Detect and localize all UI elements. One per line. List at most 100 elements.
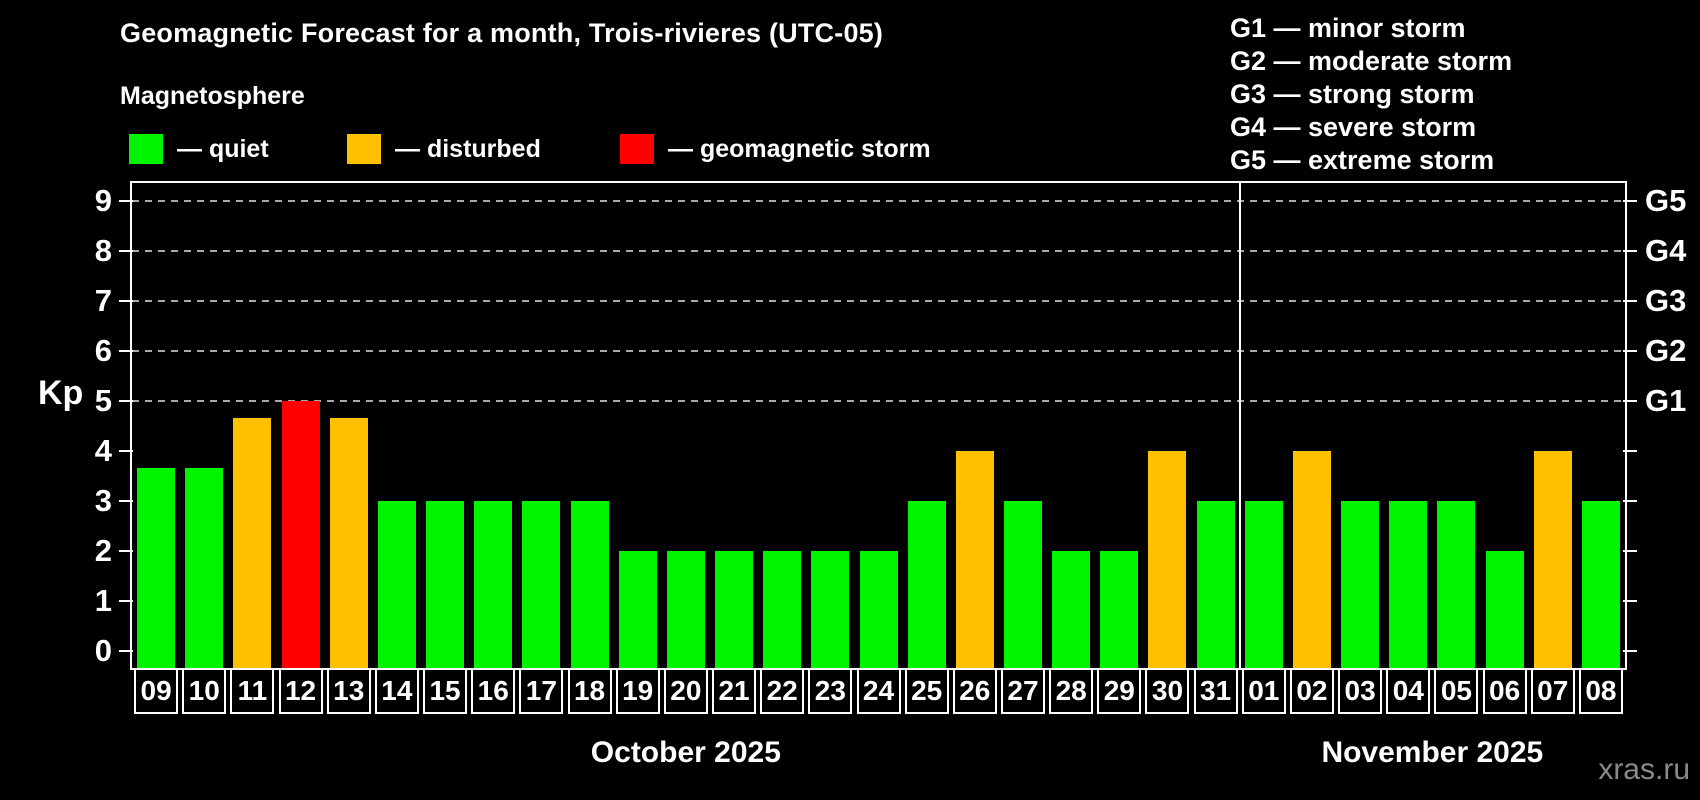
- kp-bar-day-03: [1341, 501, 1380, 668]
- g-scale-label-g5: G5: [1645, 183, 1687, 218]
- kp-bar-day-02: [1292, 451, 1331, 668]
- day-label-box: 21: [712, 668, 757, 714]
- kp-bar-day-26: [955, 451, 994, 668]
- kp-bar-day-09: [137, 467, 176, 668]
- day-label-box: 08: [1578, 668, 1623, 714]
- legend-item-disturbed: — disturbed: [347, 133, 541, 165]
- y-tick-left: [119, 500, 133, 502]
- kp-bar-day-23: [811, 551, 850, 668]
- kp-bar-day-11: [233, 417, 272, 668]
- chart-title: Geomagnetic Forecast for a month, Trois-…: [120, 18, 884, 48]
- kp-bar-day-07: [1533, 451, 1572, 668]
- storm-scale-line-g5: G5 — extreme storm: [1230, 145, 1495, 175]
- day-label-box: 17: [519, 668, 564, 714]
- y-tick-left: [119, 550, 133, 552]
- kp-bar-day-10: [185, 467, 224, 668]
- day-label-box: 02: [1289, 668, 1334, 714]
- kp-bar-day-30: [1148, 451, 1187, 668]
- y-tick-left: [119, 600, 133, 602]
- gridline-kp9: [132, 200, 1625, 202]
- y-tick-right: [1623, 200, 1637, 202]
- day-label-box: 03: [1338, 668, 1383, 714]
- day-label-box: 15: [423, 668, 468, 714]
- y-tick-label: 0: [94, 633, 112, 668]
- day-label-box: 12: [278, 668, 323, 714]
- quiet-swatch-icon: [129, 134, 163, 164]
- y-tick-right: [1623, 450, 1637, 452]
- day-label-box: 06: [1482, 668, 1527, 714]
- gridline-kp7: [132, 300, 1625, 302]
- day-label-box: 16: [471, 668, 516, 714]
- day-label-box: 30: [1145, 668, 1190, 714]
- day-label-box: 01: [1241, 668, 1286, 714]
- y-tick-left: [119, 650, 133, 652]
- kp-bar-day-16: [474, 501, 513, 668]
- y-tick-label: 3: [94, 483, 112, 518]
- day-label-box: 18: [567, 668, 612, 714]
- storm-scale-line-g2: G2 — moderate storm: [1230, 46, 1513, 76]
- day-label-box: 10: [182, 668, 227, 714]
- kp-bar-day-06: [1485, 551, 1524, 668]
- kp-bar-day-21: [715, 551, 754, 668]
- kp-bar-day-17: [522, 501, 561, 668]
- y-tick-right: [1623, 600, 1637, 602]
- kp-bar-day-20: [666, 551, 705, 668]
- y-tick-left: [119, 350, 133, 352]
- y-tick-left: [119, 200, 133, 202]
- g-scale-label-g3: G3: [1645, 283, 1687, 318]
- gridline-kp8: [132, 250, 1625, 252]
- y-tick-right: [1623, 250, 1637, 252]
- kp-bar-day-27: [1003, 501, 1042, 668]
- kp-bar-day-18: [570, 501, 609, 668]
- day-label-box: 13: [326, 668, 371, 714]
- day-label-box: 05: [1434, 668, 1479, 714]
- y-tick-right: [1623, 300, 1637, 302]
- kp-bar-day-24: [859, 551, 898, 668]
- kp-bar-day-19: [618, 551, 657, 668]
- y-tick-left: [119, 450, 133, 452]
- day-label-box: 04: [1386, 668, 1431, 714]
- y-tick-right: [1623, 400, 1637, 402]
- month-label: October 2025: [590, 736, 781, 769]
- day-label-box: 11: [230, 668, 275, 714]
- day-label-box: 09: [134, 668, 179, 714]
- storm-scale-legend: G1 — minor storm G2 — moderate storm G3 — …: [1230, 12, 1512, 177]
- kp-bar-day-12: [281, 401, 320, 668]
- day-label-box: 27: [1000, 668, 1045, 714]
- storm-scale-line-g4: G4 — severe storm: [1230, 112, 1477, 142]
- y-tick-label: 8: [94, 233, 112, 268]
- day-label-box: 22: [760, 668, 805, 714]
- day-label-box: 07: [1530, 668, 1575, 714]
- day-label-box: 14: [374, 668, 419, 714]
- kp-bar-day-29: [1100, 551, 1139, 668]
- kp-bar-day-04: [1389, 501, 1428, 668]
- magnetosphere-label: Magnetosphere: [120, 82, 305, 110]
- day-label-box: 26: [952, 668, 997, 714]
- gridline-kp6: [132, 350, 1625, 352]
- y-axis-label: Kp: [38, 374, 84, 412]
- y-tick-left: [119, 250, 133, 252]
- y-tick-right: [1623, 350, 1637, 352]
- day-label-box: 24: [856, 668, 901, 714]
- y-tick-label: 7: [94, 283, 112, 318]
- legend-label: — geomagnetic storm: [668, 134, 931, 163]
- kp-bar-day-15: [426, 501, 465, 668]
- day-label-box: 29: [1097, 668, 1142, 714]
- day-label-box: 23: [808, 668, 853, 714]
- storm-scale-line-g1: G1 — minor storm: [1230, 13, 1466, 43]
- kp-bar-day-08: [1581, 501, 1620, 668]
- day-label-box: 19: [615, 668, 660, 714]
- disturbed-swatch-icon: [347, 134, 381, 164]
- gridline-kp5: [132, 400, 1625, 402]
- day-label-box: 20: [663, 668, 708, 714]
- day-label-box: 31: [1193, 668, 1238, 714]
- storm-swatch-icon: [620, 134, 654, 164]
- kp-bar-day-31: [1196, 501, 1235, 668]
- kp-bar-day-28: [1052, 551, 1091, 668]
- y-tick-right: [1623, 500, 1637, 502]
- y-tick-label: 4: [94, 433, 112, 468]
- day-label-box: 25: [904, 668, 949, 714]
- plot-area: [132, 183, 1625, 668]
- y-tick-left: [119, 400, 133, 402]
